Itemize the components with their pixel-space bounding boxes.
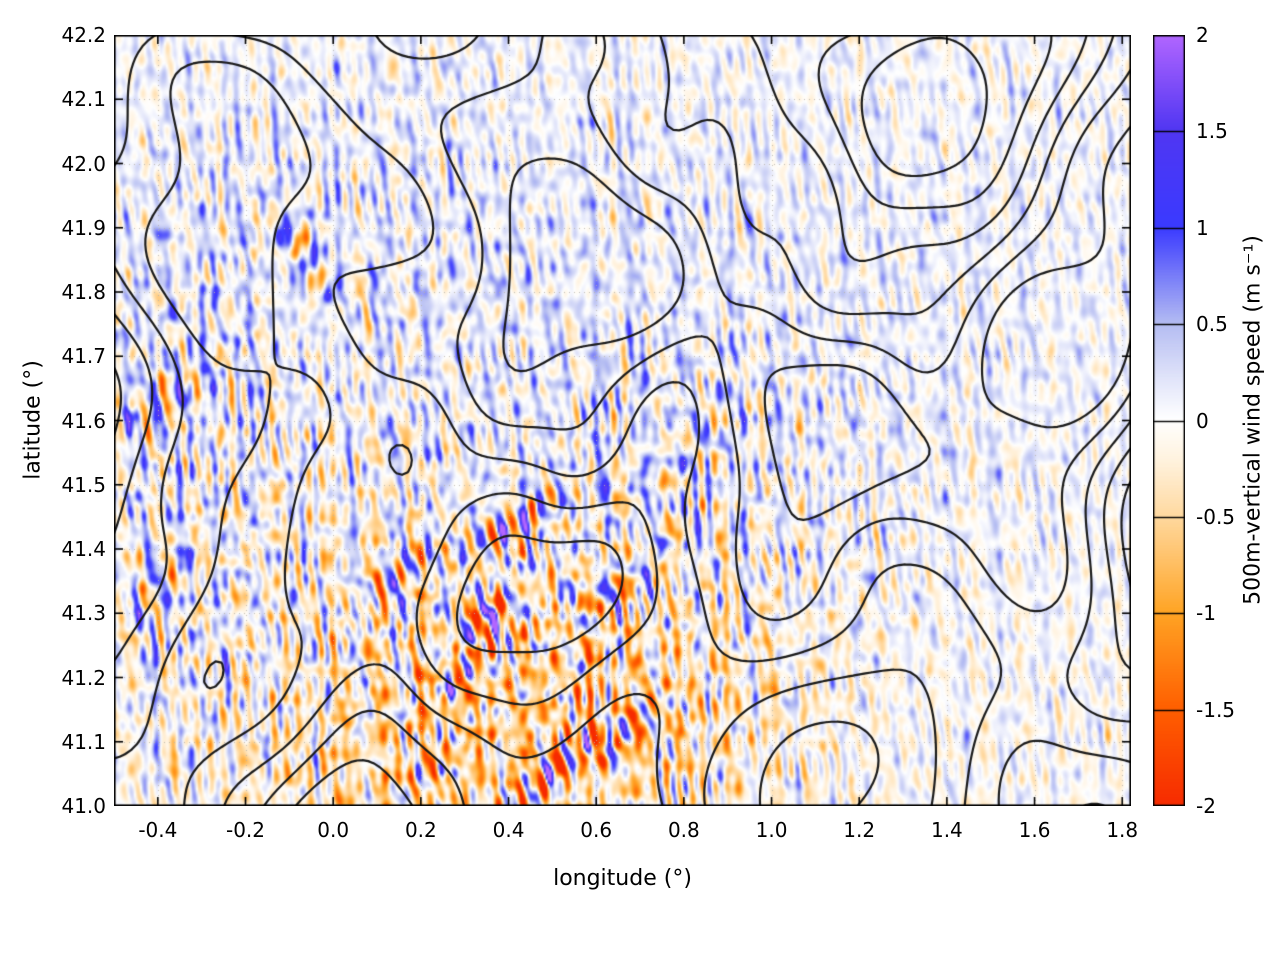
y-tick-label: 41.5 xyxy=(61,472,106,497)
x-tick-label: 1.6 xyxy=(1018,818,1051,842)
colorbar-canvas xyxy=(1153,35,1185,806)
x-tick-label: -0.4 xyxy=(138,818,178,842)
x-axis-title: longitude (°) xyxy=(553,866,692,891)
colorbar-tick-label: 1 xyxy=(1196,215,1209,240)
colorbar-tick-label: -1.5 xyxy=(1196,697,1236,722)
y-tick-label: 41.4 xyxy=(61,537,106,561)
colorbar-tick-label: -1 xyxy=(1196,601,1216,626)
y-tick-label: 42.0 xyxy=(61,151,106,176)
heatmap-plot-canvas xyxy=(114,35,1131,806)
y-tick-label: 41.7 xyxy=(61,344,106,369)
y-tick-label: 41.0 xyxy=(61,794,106,818)
x-tick-label: 1.0 xyxy=(755,818,788,842)
colorbar-tick-label: 1.5 xyxy=(1196,119,1228,144)
colorbar-tick-label: 2 xyxy=(1196,23,1209,47)
y-tick-label: 41.1 xyxy=(61,729,106,754)
y-tick-label: 41.2 xyxy=(61,665,106,690)
x-tick-label: 0.2 xyxy=(404,818,437,842)
x-tick-label: 0.6 xyxy=(580,818,613,842)
x-tick-label: 1.4 xyxy=(930,818,963,842)
x-tick-label: 0.4 xyxy=(492,818,525,842)
x-tick-label: 1.8 xyxy=(1106,818,1139,842)
colorbar-tick-label: 0.5 xyxy=(1196,312,1228,337)
colorbar-tick-label: 0 xyxy=(1196,408,1209,433)
x-tick-label: 1.2 xyxy=(843,818,876,842)
y-tick-label: 41.9 xyxy=(61,215,106,240)
x-tick-label: -0.2 xyxy=(225,818,266,842)
colorbar-title: 500m-vertical wind speed (m s⁻¹) xyxy=(1240,235,1266,605)
y-tick-label: 42.2 xyxy=(61,23,106,47)
colorbar-tick-label: -0.5 xyxy=(1196,504,1236,529)
x-tick-label: 0.0 xyxy=(317,818,350,842)
y-tick-label: 41.3 xyxy=(61,601,106,626)
y-tick-label: 42.1 xyxy=(61,87,106,112)
y-tick-label: 41.6 xyxy=(61,408,106,433)
x-tick-label: 0.8 xyxy=(667,818,700,842)
colorbar-tick-label: -2 xyxy=(1196,794,1216,818)
y-tick-label: 41.8 xyxy=(61,280,106,304)
